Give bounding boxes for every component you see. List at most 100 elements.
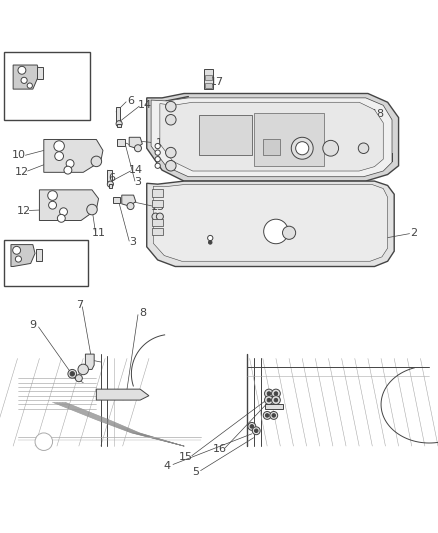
Polygon shape xyxy=(151,98,392,177)
Circle shape xyxy=(166,101,176,112)
Circle shape xyxy=(68,369,77,378)
Text: 14: 14 xyxy=(138,100,152,110)
Circle shape xyxy=(272,389,280,398)
Polygon shape xyxy=(113,197,120,203)
Circle shape xyxy=(35,433,53,450)
Bar xyxy=(363,118,370,125)
Text: 4: 4 xyxy=(164,461,171,471)
Circle shape xyxy=(87,204,97,215)
Circle shape xyxy=(75,375,82,382)
Circle shape xyxy=(18,66,26,74)
Text: 16: 16 xyxy=(213,444,227,454)
Circle shape xyxy=(248,423,256,430)
Text: 6: 6 xyxy=(127,96,134,106)
Text: 15: 15 xyxy=(179,453,193,463)
Polygon shape xyxy=(85,354,94,369)
Polygon shape xyxy=(153,184,388,261)
Bar xyxy=(199,115,252,155)
Polygon shape xyxy=(13,65,39,89)
Polygon shape xyxy=(11,245,35,266)
Circle shape xyxy=(265,389,273,398)
Circle shape xyxy=(70,372,74,376)
Bar xyxy=(254,113,324,166)
Polygon shape xyxy=(265,405,283,409)
Circle shape xyxy=(155,163,160,168)
Bar xyxy=(117,124,121,127)
Circle shape xyxy=(267,398,271,402)
Text: 2: 2 xyxy=(410,228,417,238)
Circle shape xyxy=(265,395,273,405)
Bar xyxy=(263,140,280,155)
Bar xyxy=(205,75,212,80)
Text: 6: 6 xyxy=(109,173,116,183)
Circle shape xyxy=(263,411,271,419)
Bar xyxy=(363,110,370,116)
Circle shape xyxy=(274,392,278,395)
Circle shape xyxy=(208,241,212,244)
Circle shape xyxy=(252,427,260,435)
Circle shape xyxy=(116,120,122,127)
Bar xyxy=(116,107,120,122)
Circle shape xyxy=(265,414,269,417)
Text: 19: 19 xyxy=(61,92,75,102)
Text: 17: 17 xyxy=(210,77,224,87)
Text: 18: 18 xyxy=(371,109,385,119)
Polygon shape xyxy=(39,190,99,221)
Polygon shape xyxy=(147,181,394,266)
Text: 8: 8 xyxy=(139,309,146,318)
Circle shape xyxy=(166,160,176,171)
Polygon shape xyxy=(122,195,136,206)
Text: 10: 10 xyxy=(12,150,26,160)
Bar xyxy=(109,184,112,188)
Bar xyxy=(4,52,90,120)
Bar xyxy=(37,67,43,79)
Circle shape xyxy=(254,429,258,432)
Text: 11: 11 xyxy=(92,228,106,238)
Circle shape xyxy=(291,138,313,159)
Bar xyxy=(152,189,163,197)
Text: 12: 12 xyxy=(17,206,31,216)
Text: 3: 3 xyxy=(129,237,136,247)
Polygon shape xyxy=(147,93,399,181)
Circle shape xyxy=(358,143,369,154)
Bar xyxy=(152,219,163,226)
Circle shape xyxy=(21,77,27,84)
Circle shape xyxy=(15,256,21,262)
Circle shape xyxy=(134,145,141,152)
Circle shape xyxy=(283,226,296,239)
Text: 5: 5 xyxy=(192,467,199,477)
Text: 19: 19 xyxy=(61,273,75,283)
Circle shape xyxy=(272,395,280,405)
Bar xyxy=(205,83,212,88)
Circle shape xyxy=(267,392,271,395)
Bar xyxy=(152,200,163,207)
Circle shape xyxy=(296,142,309,155)
Circle shape xyxy=(250,425,254,428)
Polygon shape xyxy=(160,102,383,171)
Polygon shape xyxy=(44,140,103,172)
Circle shape xyxy=(208,236,213,241)
Bar xyxy=(4,240,88,286)
Polygon shape xyxy=(129,138,142,148)
Circle shape xyxy=(155,157,160,162)
Circle shape xyxy=(152,213,159,220)
Text: 9: 9 xyxy=(30,320,37,330)
Text: 13: 13 xyxy=(151,202,165,212)
Bar xyxy=(36,249,42,261)
Text: 19: 19 xyxy=(57,92,71,102)
Text: 7: 7 xyxy=(77,300,84,310)
Circle shape xyxy=(49,201,57,209)
Circle shape xyxy=(66,159,74,167)
Circle shape xyxy=(64,166,72,174)
Circle shape xyxy=(13,246,21,254)
Circle shape xyxy=(107,181,113,187)
Text: 1: 1 xyxy=(307,123,314,133)
Circle shape xyxy=(323,140,339,156)
Circle shape xyxy=(27,83,32,88)
Text: 3: 3 xyxy=(134,177,141,188)
Circle shape xyxy=(48,191,57,200)
Text: 12: 12 xyxy=(15,167,29,177)
Text: 13: 13 xyxy=(155,138,170,148)
Circle shape xyxy=(127,203,134,209)
Circle shape xyxy=(54,141,64,151)
